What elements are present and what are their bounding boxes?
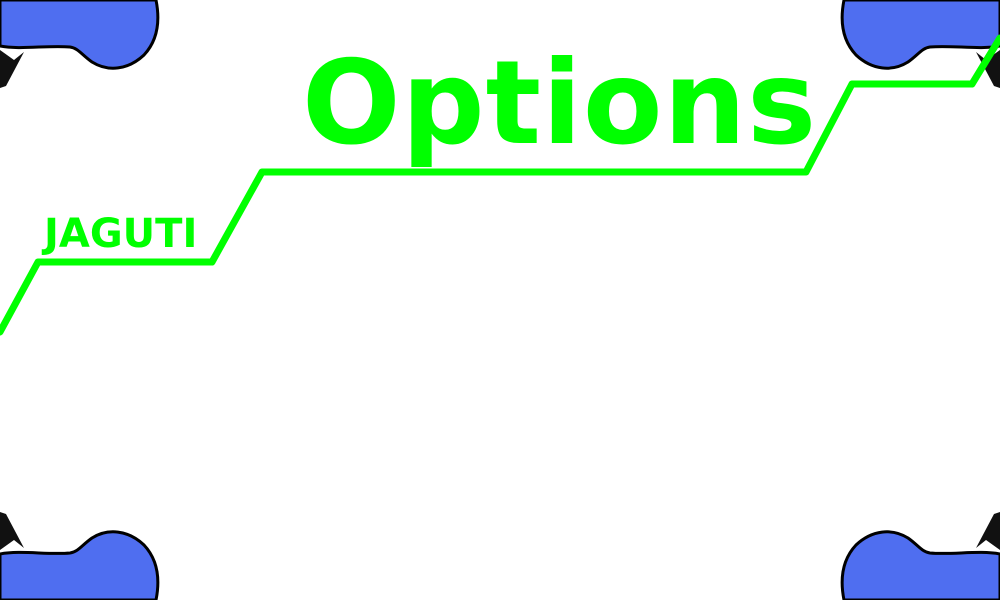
- mascot-bottom-right-icon: [820, 500, 1000, 600]
- mascot-top-left-icon: [0, 0, 180, 100]
- mascot-ear: [0, 50, 24, 88]
- mascot-body: [840, 530, 1000, 600]
- brand-label: JAGUTI: [44, 211, 198, 257]
- mascot-body: [0, 0, 160, 70]
- mascot-bottom-left-icon: [0, 500, 180, 600]
- mascot-top-right-icon: [820, 0, 1000, 100]
- mascot-body: [840, 0, 1000, 70]
- mascot-shape: [0, 0, 160, 88]
- mascot-body: [0, 530, 160, 600]
- mascot-shape: [840, 0, 1000, 88]
- mascot-ear: [976, 50, 1000, 88]
- mascot-ear: [976, 512, 1000, 550]
- mascot-ear: [0, 512, 24, 550]
- mascot-shape: [0, 512, 160, 600]
- mascot-shape: [840, 512, 1000, 600]
- page-title: Options: [302, 36, 818, 171]
